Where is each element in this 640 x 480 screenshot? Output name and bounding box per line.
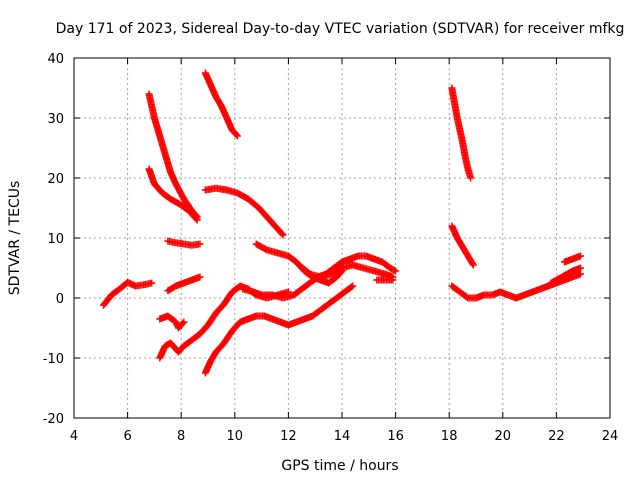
series-arc-19 [547,264,585,287]
series-arc-14 [373,276,397,284]
data-point-marker [179,319,187,327]
x-tick-label: 8 [177,429,185,444]
chart-title: Day 171 of 2023, Sidereal Day-to-day VTE… [56,21,625,37]
y-tick-label: 0 [56,292,64,307]
series-arc-1 [99,278,156,309]
x-tick-label: 12 [280,429,297,444]
series-arc-17 [448,270,585,302]
data-point-marker [389,276,397,284]
data-point-marker [577,270,585,278]
series-arc-13 [295,261,397,281]
data-point-marker [349,282,357,290]
x-tick-label: 4 [70,429,78,444]
x-axis-label: GPS time / hours [281,458,398,474]
x-tick-label: 16 [387,429,404,444]
data-point-marker [577,264,585,272]
y-tick-label: 30 [47,112,64,127]
y-tick-label: -10 [43,352,64,367]
series-arc-2 [145,90,201,221]
plot-frame [73,57,611,419]
y-tick-label: 10 [47,232,64,247]
series-arc-4 [164,237,204,249]
series-arc-9 [201,184,287,239]
x-tick-label: 14 [334,429,351,444]
data-point-marker [196,273,204,281]
data-point-marker [193,216,201,224]
x-tick-label: 20 [495,429,512,444]
series-arc-6 [156,312,188,332]
x-tick-label: 24 [602,429,619,444]
data-point-marker [148,279,156,287]
axis-ticks: 4 6 8 10 12 14 16 18 20 22 24 -20 -10 0 10 20 30 40 [43,52,619,444]
data-point-marker [469,261,477,269]
data-point-marker [348,283,356,291]
data-point-marker [180,318,188,326]
x-tick-label: 10 [227,429,244,444]
data-series [99,69,585,377]
data-point-marker [577,252,585,260]
data-point-marker [469,260,477,268]
series-arc-15 [448,84,475,182]
series-arc-16 [448,222,477,269]
data-point-marker [392,267,400,275]
series-arc-18 [560,252,585,266]
data-point-marker [467,174,475,182]
x-tick-label: 18 [441,429,458,444]
series-arc-3 [145,165,201,224]
series-arc-10 [201,282,357,377]
data-point-marker [284,288,292,296]
data-point-marker [233,132,241,140]
y-axis-label: SDTVAR / TECUs [7,181,23,296]
data-point-marker [278,230,286,238]
series-arc-5 [164,273,204,295]
x-tick-label: 22 [548,429,565,444]
x-tick-label: 6 [123,429,131,444]
y-tick-label: 40 [47,52,64,67]
y-tick-label: -20 [43,412,64,427]
series-arc-8 [201,69,241,140]
data-point-marker [232,131,240,139]
y-tick-label: 20 [47,172,64,187]
data-point-marker [192,215,200,223]
data-point-marker [279,231,287,239]
data-point-marker [196,240,204,248]
data-point-marker [390,266,398,274]
